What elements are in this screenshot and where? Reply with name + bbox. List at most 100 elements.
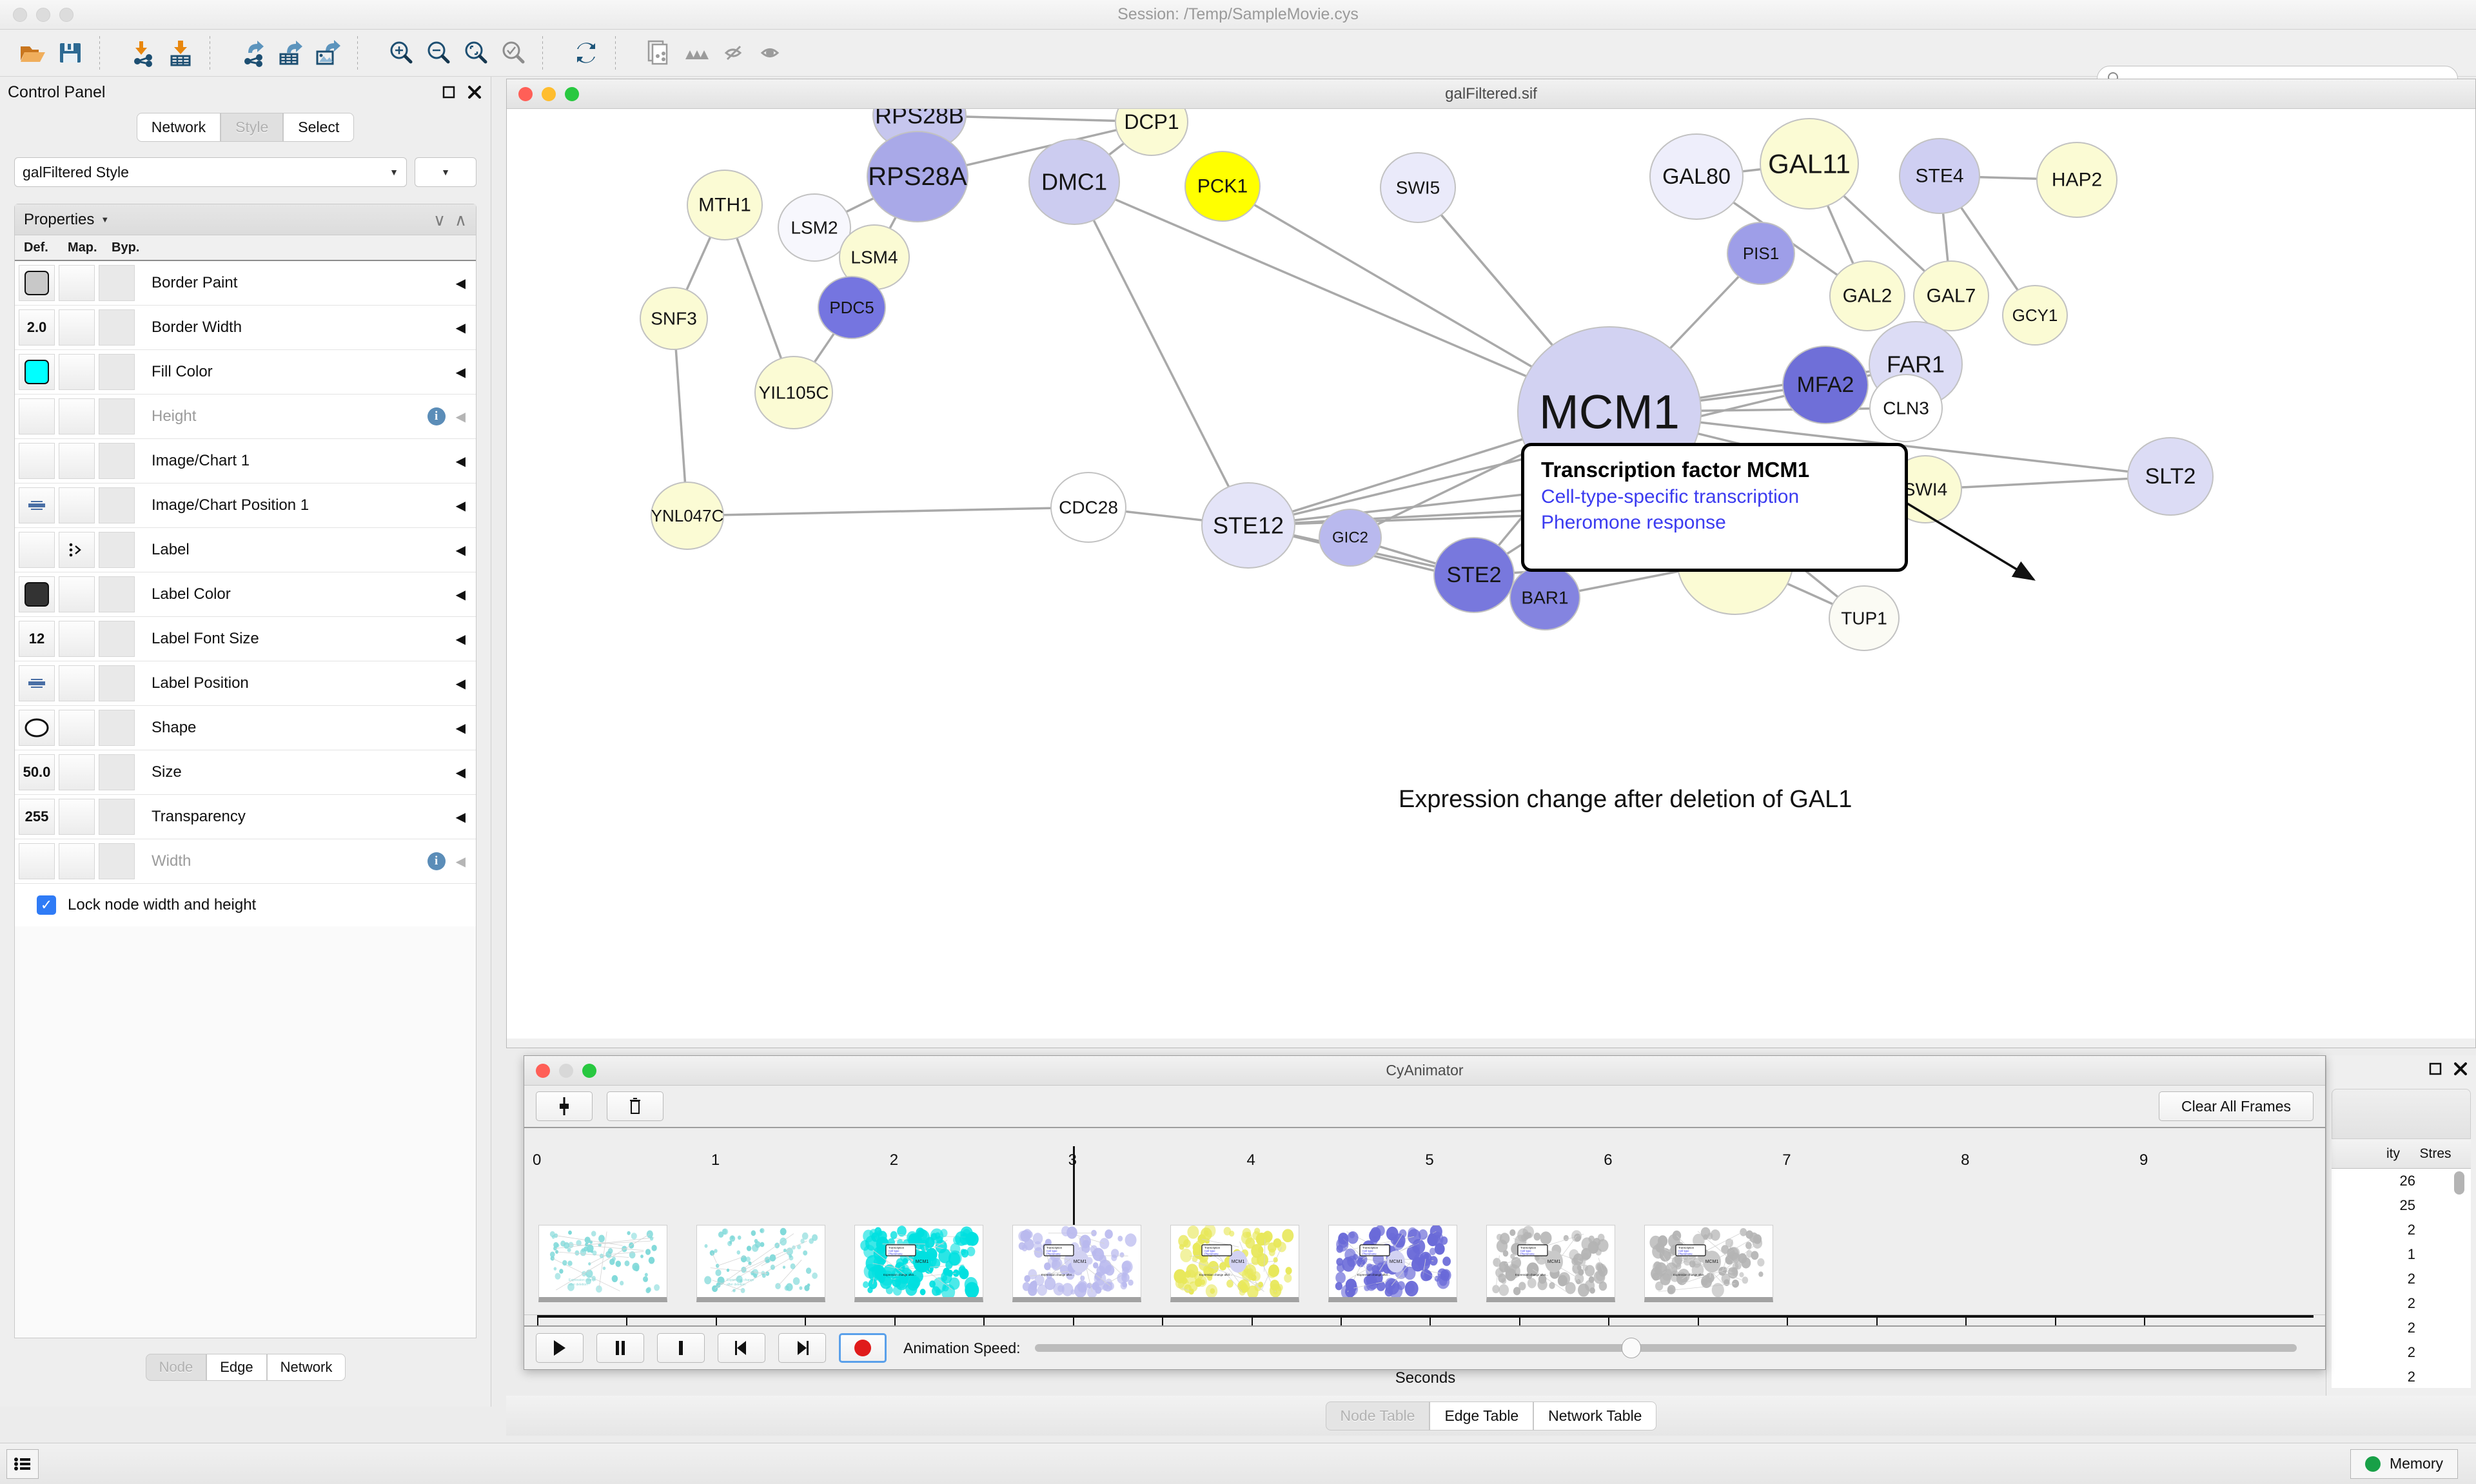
property-row-size[interactable]: 50.0 Size ◀	[15, 750, 476, 795]
network-node-dmc1[interactable]: DMC1	[1028, 139, 1120, 225]
network-node-gal80[interactable]: GAL80	[1649, 133, 1744, 220]
bypass-cell[interactable]	[99, 576, 135, 612]
tab-edge-table[interactable]: Edge Table	[1430, 1401, 1534, 1430]
animation-frame-4[interactable]: MCM1 Transcription Cell-type Pheromone Expre…	[1170, 1225, 1299, 1302]
new-network-icon[interactable]	[640, 34, 678, 72]
network-node-gic2[interactable]: GIC2	[1319, 509, 1382, 567]
bypass-cell[interactable]	[99, 665, 135, 701]
network-node-rps28a[interactable]: RPS28A	[867, 131, 968, 222]
select-all-nodes-icon[interactable]	[678, 34, 715, 72]
default-value-cell[interactable]	[19, 354, 55, 390]
fit-network-icon[interactable]	[495, 34, 532, 72]
style-options-menu[interactable]: ▼	[415, 157, 477, 187]
zoom-selected-icon[interactable]	[457, 34, 495, 72]
cyanimator-window-controls[interactable]	[536, 1063, 596, 1078]
record-button[interactable]	[839, 1333, 887, 1363]
table-row[interactable]: 2	[2332, 1267, 2471, 1291]
play-button[interactable]	[536, 1333, 584, 1363]
network-node-lsm2[interactable]: LSM2	[778, 193, 851, 262]
property-row-width[interactable]: Width i ◀	[15, 839, 476, 884]
node-shape[interactable]	[2036, 142, 2117, 218]
expand-property-icon[interactable]: ◀	[455, 365, 466, 380]
table-row[interactable]: 2	[2332, 1291, 2471, 1316]
zoom-out-icon[interactable]	[420, 34, 457, 72]
network-node-ynl047c[interactable]: YNL047C	[651, 482, 724, 550]
node-shape[interactable]	[818, 276, 886, 339]
table-vertical-scrollbar[interactable]	[2454, 1171, 2464, 1195]
bypass-cell[interactable]	[99, 532, 135, 568]
default-value-cell[interactable]	[19, 265, 55, 301]
stop-button[interactable]	[657, 1333, 705, 1363]
network-node-slt2[interactable]: SLT2	[2127, 437, 2214, 516]
tab-edge[interactable]: Edge	[206, 1354, 267, 1381]
property-row-label-color[interactable]: Label Color ◀	[15, 572, 476, 617]
animation-frame-6[interactable]: MCM1 Transcription Cell-type Pheromone Expre…	[1486, 1225, 1615, 1302]
network-node-bar1[interactable]: BAR1	[1509, 565, 1580, 630]
expand-property-icon[interactable]: ◀	[455, 454, 466, 469]
mapping-cell[interactable]	[59, 532, 95, 568]
table-row[interactable]: 2	[2332, 1340, 2471, 1365]
table-row[interactable]: 1	[2332, 1242, 2471, 1267]
default-value-cell[interactable]	[19, 710, 55, 746]
node-shape[interactable]	[640, 287, 708, 350]
table-rows[interactable]: 26 25 2 1 2 2 2 2 2	[2332, 1169, 2471, 1388]
mapping-cell[interactable]	[59, 621, 95, 657]
cyanimator-timeline[interactable]: Expression change after deletion Expressio…	[524, 1128, 2325, 1387]
node-shape[interactable]	[2127, 437, 2214, 516]
mapping-cell[interactable]	[59, 576, 95, 612]
mapping-cell[interactable]	[59, 843, 95, 879]
default-value-cell[interactable]: 2.0	[19, 309, 55, 346]
export-image-icon[interactable]	[310, 34, 347, 72]
mapping-cell[interactable]	[59, 354, 95, 390]
maximize-cyanimator-button[interactable]	[582, 1063, 596, 1078]
node-shape[interactable]	[1201, 482, 1295, 569]
network-node-hap2[interactable]: HAP2	[2036, 142, 2117, 218]
network-node-gal2[interactable]: GAL2	[1829, 260, 1905, 331]
step-back-button[interactable]	[718, 1333, 765, 1363]
property-row-image-chart-position-1[interactable]: Image/Chart Position 1 ◀	[15, 483, 476, 528]
export-network-icon[interactable]	[235, 34, 272, 72]
network-node-cdc28[interactable]: CDC28	[1050, 472, 1126, 543]
expand-property-icon[interactable]: ◀	[455, 676, 466, 691]
property-row-border-paint[interactable]: Border Paint ◀	[15, 261, 476, 306]
default-value-cell[interactable]: 255	[19, 799, 55, 835]
expand-property-icon[interactable]: ◀	[455, 632, 466, 647]
property-row-label[interactable]: Label ◀	[15, 528, 476, 572]
info-icon[interactable]: i	[427, 852, 446, 870]
mapping-cell[interactable]	[59, 398, 95, 434]
node-shape[interactable]	[1433, 537, 1515, 613]
expand-property-icon[interactable]: ◀	[455, 498, 466, 513]
node-shape[interactable]	[651, 482, 724, 550]
network-node-pis1[interactable]: PIS1	[1727, 222, 1795, 285]
open-session-icon[interactable]	[14, 34, 52, 72]
network-edge[interactable]	[1073, 181, 1250, 526]
network-node-gal7[interactable]: GAL7	[1913, 260, 1989, 331]
property-row-label-font-size[interactable]: 12 Label Font Size ◀	[15, 617, 476, 661]
network-graph[interactable]: RPS28B DCP1 RPS28A DMC1 PCK1 SWI5 GAL80 GAL11 ST…	[507, 109, 2475, 1048]
animation-speed-slider[interactable]	[1034, 1338, 2297, 1358]
animation-speed-knob[interactable]	[1621, 1338, 1641, 1358]
network-edge[interactable]	[1074, 181, 1610, 413]
mapping-cell[interactable]	[59, 665, 95, 701]
tab-style[interactable]: Style	[221, 113, 284, 142]
minimize-cyanimator-button[interactable]	[559, 1063, 573, 1078]
expand-property-icon[interactable]: ◀	[455, 543, 466, 558]
node-shape[interactable]	[1829, 260, 1905, 331]
mapping-cell[interactable]	[59, 799, 95, 835]
close-window-button[interactable]	[13, 8, 27, 22]
network-node-gal11[interactable]: GAL11	[1760, 118, 1859, 210]
collapse-all-icon[interactable]: ∧	[454, 210, 467, 229]
expand-property-icon[interactable]: ◀	[455, 409, 466, 424]
mapping-cell[interactable]	[59, 710, 95, 746]
network-node-lsm4[interactable]: LSM4	[839, 224, 910, 290]
default-value-cell[interactable]: 50.0	[19, 754, 55, 790]
float-panel-icon[interactable]	[440, 84, 457, 101]
animation-frame-1[interactable]: Expression change after deletion	[696, 1225, 825, 1302]
network-node-mfa2[interactable]: MFA2	[1782, 346, 1869, 424]
property-row-image-chart-1[interactable]: Image/Chart 1 ◀	[15, 439, 476, 483]
node-shape[interactable]	[687, 170, 763, 240]
zoom-in-icon[interactable]	[382, 34, 420, 72]
window-controls[interactable]	[13, 8, 74, 22]
node-shape[interactable]	[1115, 109, 1188, 156]
tab-network-style[interactable]: Network	[266, 1354, 346, 1381]
